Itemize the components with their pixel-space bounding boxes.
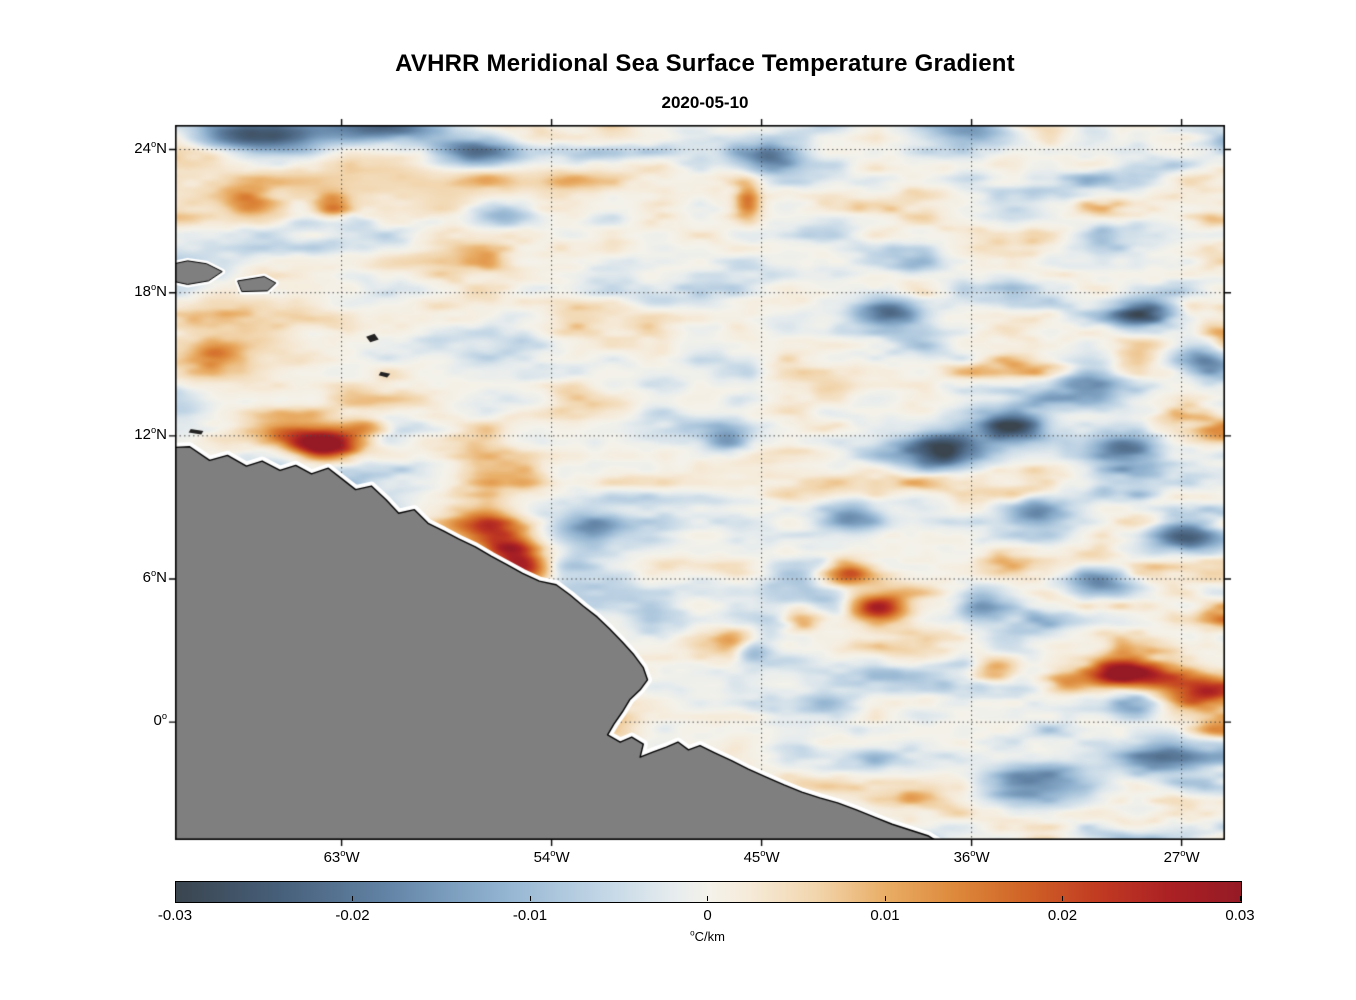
- chart-subtitle: 2020-05-10: [661, 93, 749, 112]
- y-tick-label: 12oN: [134, 424, 167, 443]
- colorbar-tick-label: -0.01: [512, 907, 548, 924]
- x-tick-label: 45oW: [743, 848, 780, 866]
- colorbar: [175, 881, 1242, 903]
- colorbar-tick: [1062, 896, 1063, 901]
- colorbar-tick-label: 0: [703, 907, 712, 924]
- x-tick-label: 54oW: [533, 848, 570, 866]
- y-tick-label: 24oN: [134, 138, 167, 157]
- colorbar-tick-label: -0.03: [157, 907, 193, 924]
- colorbar-gradient: [176, 882, 1241, 902]
- colorbar-tick: [884, 896, 886, 901]
- colorbar-tick-label: -0.02: [335, 907, 370, 924]
- y-tick-label: 6oN: [142, 568, 167, 586]
- colorbar-tick: [529, 896, 531, 901]
- colorbar-tick-label: 0.03: [1225, 907, 1255, 924]
- x-tick-label: 36oW: [953, 848, 990, 866]
- colorbar-tick-label: 0.01: [870, 907, 900, 924]
- colorbar-tick: [1239, 896, 1241, 901]
- y-tick-label: 0o: [153, 711, 167, 730]
- sst-gradient-heatmap: [155, 115, 1245, 860]
- colorbar-units-label: oC/km: [690, 928, 725, 944]
- chart-title: AVHRR Meridional Sea Surface Temperature…: [395, 50, 1015, 77]
- colorbar-tick: [707, 896, 708, 901]
- y-tick-label: 18oN: [134, 281, 167, 300]
- colorbar-tick: [352, 896, 353, 901]
- x-tick-label: 63oW: [323, 848, 360, 866]
- colorbar-tick-label: 0.02: [1047, 907, 1078, 924]
- colorbar-tick: [174, 896, 176, 901]
- x-tick-label: 27oW: [1163, 848, 1200, 866]
